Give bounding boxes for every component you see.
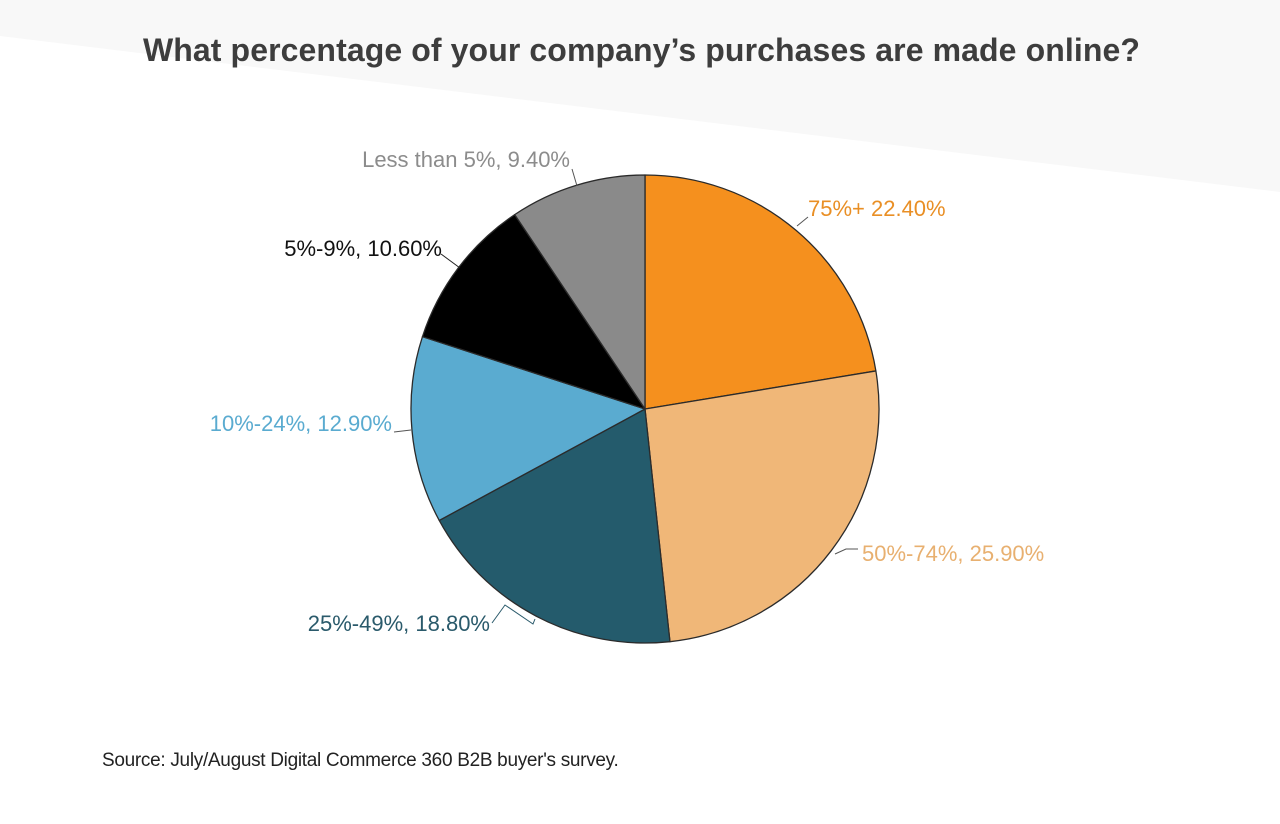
label-leader-lines: [393, 168, 858, 625]
slice-label-5-9: 5%-9%, 10.60%: [284, 236, 442, 261]
pie-slices: [410, 174, 880, 644]
pie-slice-50-74: [644, 370, 880, 643]
leader-line-less-than-5: [571, 168, 578, 187]
leader-line-50-74: [834, 548, 858, 555]
leader-line-10-24: [393, 429, 412, 433]
slice-label-50-74: 50%-74%, 25.90%: [862, 541, 1044, 566]
pie-slice-25-49: [438, 408, 671, 644]
pie-slice-75: [644, 174, 877, 410]
chart-title: What percentage of your company’s purcha…: [142, 32, 1141, 68]
slice-labels: 75%+ 22.40% 50%-74%, 25.90% 25%-49%, 18.…: [210, 147, 1044, 636]
pie-slice-10-24: [410, 336, 646, 522]
slice-label-25-49: 25%-49%, 18.80%: [308, 611, 490, 636]
slice-label-75plus: 75%+ 22.40%: [808, 196, 946, 221]
pie-slice-5-9: [421, 213, 646, 410]
leader-line-25-49: [491, 604, 536, 625]
source-note: Source: July/August Digital Commerce 360…: [102, 750, 619, 771]
slice-label-less-than-5: Less than 5%, 9.40%: [362, 147, 570, 172]
leader-line-75plus: [796, 216, 809, 227]
slice-label-10-24: 10%-24%, 12.90%: [210, 411, 392, 436]
leader-line-5-9: [440, 253, 461, 269]
